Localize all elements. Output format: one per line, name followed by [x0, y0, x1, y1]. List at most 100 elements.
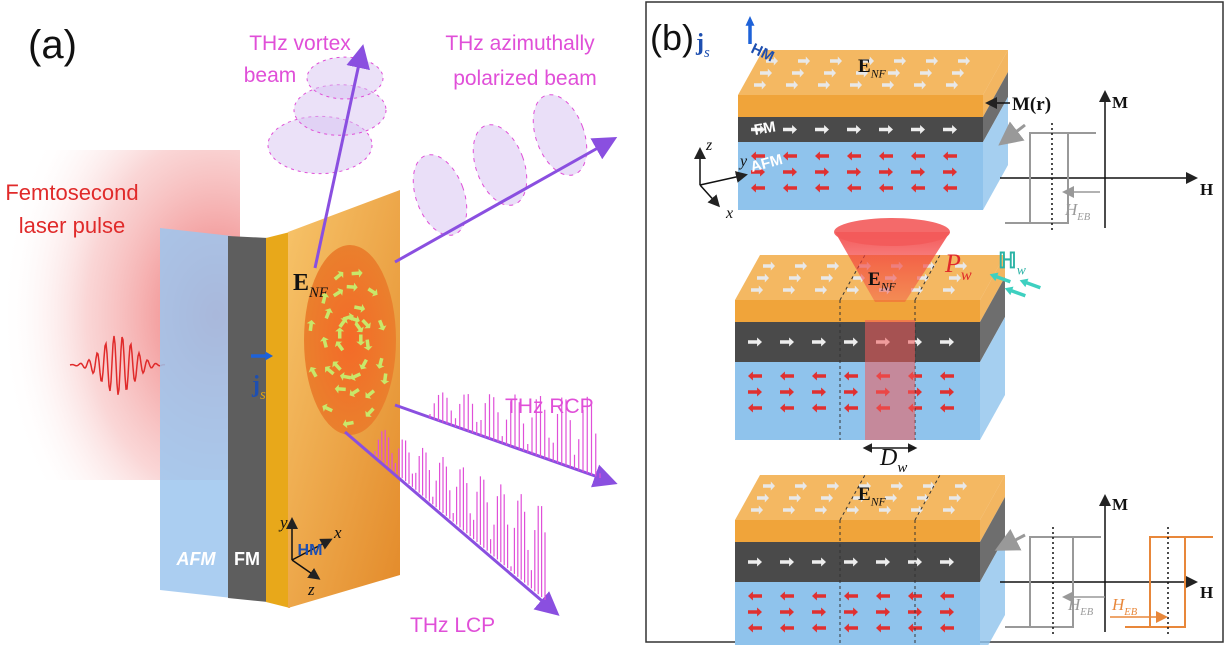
hm-side	[266, 232, 290, 608]
spin-arrow	[825, 80, 830, 90]
field-arrow	[310, 369, 318, 378]
spin-arrow	[927, 68, 932, 78]
spin-arrow	[918, 505, 923, 515]
panel-label: (a)	[28, 23, 77, 67]
spin-arrow	[844, 591, 849, 601]
current-arrow	[745, 16, 755, 26]
pumped-region	[865, 320, 915, 440]
azimuthal-ring	[532, 94, 588, 176]
spin-arrow	[869, 56, 874, 66]
spin-arrow	[930, 261, 935, 271]
spin-arrow	[856, 167, 861, 177]
spin-arrow	[793, 80, 798, 90]
lcp-beam	[344, 430, 560, 616]
layer-label: AFM	[176, 549, 217, 569]
field-arrow	[333, 272, 342, 281]
spin-arrow	[860, 493, 865, 503]
spin-arrow	[770, 261, 775, 271]
bias-label: HEB	[1111, 595, 1138, 618]
spin-arrow	[760, 125, 765, 134]
field-arrow	[337, 271, 344, 279]
axis-y	[699, 171, 748, 186]
layer-label: HM	[298, 542, 323, 559]
spin-arrow	[812, 591, 817, 601]
spin-arrow	[920, 167, 925, 177]
spin-arrow	[892, 493, 897, 503]
pump-cone-top	[834, 218, 950, 246]
spin-arrow	[789, 607, 794, 617]
spin-arrow	[821, 387, 826, 397]
spin-arrow	[917, 387, 922, 397]
bias-label: HEB	[1067, 595, 1094, 618]
spin-arrow	[930, 481, 935, 491]
spin-arrow	[828, 273, 833, 283]
spin-arrow	[908, 623, 913, 633]
magnetization-label: M(r)	[1012, 94, 1051, 115]
spin-arrow	[876, 623, 881, 633]
spin-arrow	[773, 56, 778, 66]
symbol-subscript: EB	[1123, 607, 1137, 618]
spin-arrow	[886, 505, 891, 515]
laser-label: laser pulse	[19, 213, 125, 238]
spin-arrow	[943, 183, 948, 193]
spin-arrow	[760, 167, 765, 177]
pointer	[994, 529, 1026, 551]
spin-arrow	[821, 607, 826, 617]
field-arrow	[321, 295, 327, 304]
field-arrow	[365, 410, 372, 417]
spin-arrow	[767, 68, 772, 78]
spin-arrow	[921, 80, 926, 90]
spin-arrow	[856, 125, 861, 134]
current-label: js	[251, 372, 266, 403]
field-arrow	[308, 367, 317, 373]
spin-arrow	[885, 557, 890, 567]
spin-arrow	[780, 403, 785, 413]
spin-arrow	[917, 607, 922, 617]
spin-arrow	[757, 337, 762, 347]
field-arrow	[351, 388, 360, 396]
field-arrow	[354, 322, 362, 331]
field-arrow	[354, 315, 360, 325]
field-arrow	[371, 288, 378, 297]
spin-arrow	[920, 125, 925, 134]
axis-label: x	[725, 205, 733, 222]
field-arrow	[356, 326, 364, 333]
spin-arrow	[853, 607, 858, 617]
spin-arrow	[940, 403, 945, 413]
field-arrow	[322, 339, 328, 348]
domain-wall	[914, 254, 941, 301]
azimuthal-beam	[394, 137, 618, 264]
current-label: js	[695, 30, 710, 61]
field-arrow	[333, 362, 342, 371]
spin-arrow	[889, 80, 894, 90]
spin-arrow	[879, 151, 884, 161]
rcp-beam	[394, 403, 618, 488]
spin-arrow	[863, 68, 868, 78]
spin-arrow	[748, 591, 753, 601]
axis-label: y	[278, 513, 288, 532]
block-bottom-layer	[735, 582, 980, 645]
spin-arrow	[866, 481, 871, 491]
field-arrow	[342, 374, 352, 380]
spin-arrow	[888, 125, 893, 134]
field-arrow	[364, 322, 371, 329]
symbol-subscript: NF	[870, 496, 887, 509]
field-arrow	[334, 341, 343, 348]
pump-cone	[835, 232, 950, 302]
spin-arrow	[950, 285, 955, 295]
afm-slab	[160, 228, 232, 598]
field-arrow	[322, 403, 328, 412]
spin-arrow	[792, 125, 797, 134]
spin-arrow	[748, 371, 753, 381]
spin-arrow	[831, 68, 836, 78]
spin-arrow	[965, 56, 970, 66]
spin-arrow	[821, 557, 826, 567]
field-arrow	[350, 372, 356, 382]
symbol-base: H	[1067, 595, 1082, 614]
spin-arrow	[757, 557, 762, 567]
field-arrow	[383, 373, 388, 382]
field-arrow	[361, 358, 368, 368]
symbol-base: E	[868, 269, 881, 290]
beam-label: beam	[244, 64, 297, 87]
spin-arrow	[844, 623, 849, 633]
